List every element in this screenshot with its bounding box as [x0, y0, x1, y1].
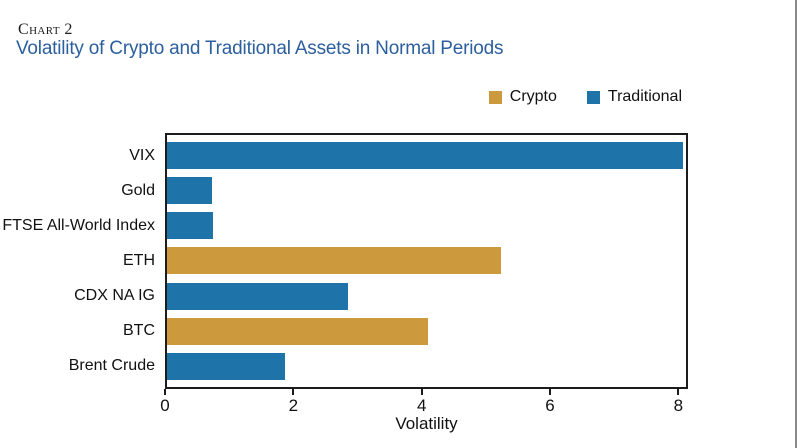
x-tick-label-0: 0 [160, 396, 170, 415]
legend-label: Crypto [509, 88, 557, 105]
legend-item-crypto: Crypto [488, 88, 557, 106]
x-tick-label-4: 4 [416, 396, 427, 415]
page-edge-line [795, 0, 797, 448]
x-tick-mark-4 [420, 389, 423, 395]
legend-item-traditional: Traditional [586, 88, 682, 106]
bar-vix [167, 142, 683, 170]
legend-label: Traditional [607, 88, 682, 105]
x-tick-mark-2 [292, 389, 295, 395]
x-tick-label-6: 6 [545, 396, 555, 415]
x-axis-title: Volatility [395, 414, 458, 433]
x-tick-mark-8 [677, 389, 680, 395]
x-tick-mark-6 [549, 389, 552, 395]
x-axis: 0 2 4 6 8 [160, 389, 688, 419]
y-axis-label-cdx-na-ig: CDX NA IG [74, 287, 155, 305]
bar-row-btc: BTC [123, 314, 686, 349]
y-axis-label-btc: BTC [123, 322, 155, 340]
bar-row-vix: VIX [129, 138, 686, 173]
legend-swatch-traditional [586, 90, 600, 104]
y-axis-label-vix: VIX [129, 146, 155, 164]
bar-cdx-na-ig [167, 282, 349, 310]
bar-gold [167, 177, 212, 205]
bar-btc [167, 317, 429, 345]
x-tick-label-2: 2 [288, 396, 299, 415]
plot-area: VIX Gold FTSE All-World Index ETH CDX NA IG B… [2, 133, 688, 389]
bar-row-gold: Gold [121, 173, 686, 208]
bar-row-cdx-na-ig: CDX NA IG [74, 279, 686, 314]
bar-eth [167, 247, 502, 275]
chart-legend: Crypto Traditional [165, 88, 688, 106]
bar-row-eth: ETH [123, 243, 686, 278]
y-axis-label-gold: Gold [121, 181, 155, 199]
chart-number-label: Chart 2 [18, 21, 73, 38]
x-tick-label-8: 8 [673, 396, 684, 415]
legend-swatch-crypto [488, 90, 502, 104]
bar-brent-crude [167, 352, 285, 380]
y-axis-label-eth: ETH [123, 251, 155, 269]
chart-title: Volatility of Crypto and Traditional Ass… [16, 38, 504, 59]
bar-ftse-all-world-index [167, 212, 214, 240]
bar-row-ftse-all-world-index: FTSE All-World Index [2, 208, 686, 243]
y-axis-label-ftse-all-world-index: FTSE All-World Index [2, 216, 155, 234]
bar-row-brent-crude: Brent Crude [69, 349, 686, 384]
x-tick-mark-0 [164, 389, 166, 395]
y-axis-label-brent-crude: Brent Crude [68, 357, 155, 375]
